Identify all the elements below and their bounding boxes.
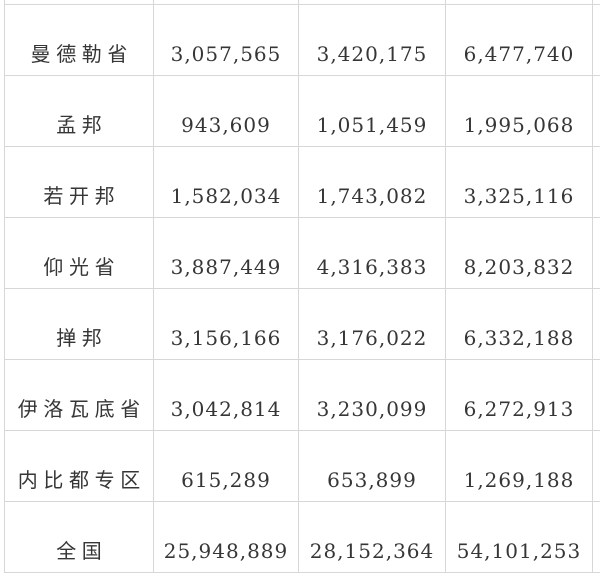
table-row-yangon: 仰光省 3,887,449 4,316,383 8,203,832 — [4, 217, 600, 289]
value-col3: 6,332,188 — [445, 288, 593, 360]
value-col1: 1,582,034 — [153, 146, 299, 218]
region-name: 伊洛瓦底省 — [4, 359, 154, 431]
value-col2: 28,152,364 — [298, 501, 446, 573]
value-col3: 1,995,068 — [445, 75, 593, 147]
region-name: 全国 — [4, 501, 154, 573]
value-col2: 3,420,175 — [298, 4, 446, 76]
cropped-cell — [592, 288, 600, 360]
table-row-ayeyarwady: 伊洛瓦底省 3,042,814 3,230,099 6,272,913 — [4, 359, 600, 431]
cropped-cell — [592, 430, 600, 502]
cropped-cell — [592, 359, 600, 431]
table-row-shan: 掸邦 3,156,166 3,176,022 6,332,188 — [4, 288, 600, 360]
table-row-mandalay: 曼德勒省 3,057,565 3,420,175 6,477,740 — [4, 4, 600, 76]
value-col1: 3,057,565 — [153, 4, 299, 76]
value-col2: 653,899 — [298, 430, 446, 502]
region-name: 曼德勒省 — [4, 4, 154, 76]
table-row-mon: 孟邦 943,609 1,051,459 1,995,068 — [4, 75, 600, 147]
value-col1: 3,887,449 — [153, 217, 299, 289]
value-col1: 615,289 — [153, 430, 299, 502]
value-col1: 25,948,889 — [153, 501, 299, 573]
region-name: 掸邦 — [4, 288, 154, 360]
value-col2: 4,316,383 — [298, 217, 446, 289]
cropped-cell — [592, 501, 600, 573]
value-col3: 6,477,740 — [445, 4, 593, 76]
region-name: 若开邦 — [4, 146, 154, 218]
value-col3: 54,101,253 — [445, 501, 593, 573]
value-col2: 1,743,082 — [298, 146, 446, 218]
region-name: 内比都专区 — [4, 430, 154, 502]
value-col2: 3,230,099 — [298, 359, 446, 431]
value-col2: 3,176,022 — [298, 288, 446, 360]
table-row-rakhine: 若开邦 1,582,034 1,743,082 3,325,116 — [4, 146, 600, 218]
cropped-cell — [592, 75, 600, 147]
value-col1: 3,042,814 — [153, 359, 299, 431]
value-col3: 1,269,188 — [445, 430, 593, 502]
region-name: 仰光省 — [4, 217, 154, 289]
table-row-naypyidaw: 内比都专区 615,289 653,899 1,269,188 — [4, 430, 600, 502]
table-row-national-total: 全国 25,948,889 28,152,364 54,101,253 — [4, 501, 600, 573]
value-col1: 943,609 — [153, 75, 299, 147]
cropped-cell — [592, 217, 600, 289]
region-name: 孟邦 — [4, 75, 154, 147]
cropped-cell — [592, 146, 600, 218]
value-col1: 3,156,166 — [153, 288, 299, 360]
population-table: 曼德勒省 3,057,565 3,420,175 6,477,740 孟邦 94… — [4, 0, 600, 573]
value-col3: 8,203,832 — [445, 217, 593, 289]
value-col3: 3,325,116 — [445, 146, 593, 218]
value-col3: 6,272,913 — [445, 359, 593, 431]
value-col2: 1,051,459 — [298, 75, 446, 147]
cropped-cell — [592, 4, 600, 76]
